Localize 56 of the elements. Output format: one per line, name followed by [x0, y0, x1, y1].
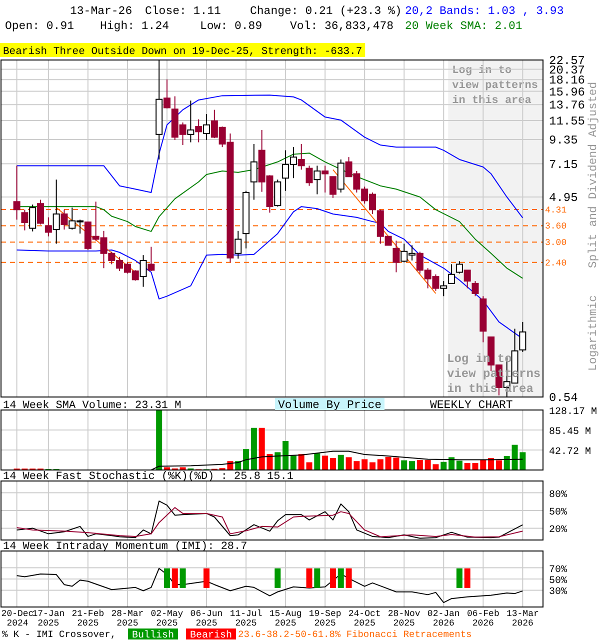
text: Open: 0.91 [5, 20, 74, 33]
y-tick-label: 42.72 M [549, 447, 592, 458]
y-tick-label: 9.35 [549, 134, 578, 148]
chart-title: 14 Week SMA Volume: 23.31 M [3, 400, 182, 412]
chart-title: 14 Week Fast Stochastic (%K)(%D) : 25.8 15.1 [3, 471, 294, 483]
text: 20 Week SMA: 2.01 [405, 20, 522, 33]
ref-line-label: 4.31 [545, 205, 567, 216]
annotation: Volume By Price [278, 399, 382, 412]
y-tick-label: 4.95 [549, 190, 578, 205]
ref-line-label: 2.40 [545, 258, 567, 268]
x-tick-label: 15-Aug 2025 [269, 609, 302, 628]
y-tick-label: 85.45 M [549, 427, 592, 438]
x-tick-label: 17-Jan 2025 [32, 609, 65, 628]
x-tick-label: 28-Nov 2025 [388, 609, 421, 628]
y-tick-label: 0.54 [549, 391, 578, 405]
y-tick-label: 30% [549, 587, 568, 598]
y-axis-title: Split and Dividend Adjusted [587, 82, 600, 268]
y-tick-label: 80% [549, 490, 568, 501]
text: Logarithmic [587, 294, 600, 371]
x-tick-label: 06-Feb 2026 [466, 609, 500, 628]
x-tick-label: 28-Mar 2025 [111, 609, 144, 628]
y-tick-label: 128.17 M [549, 407, 598, 418]
y-tick-label: 7.15 [549, 158, 578, 172]
y-tick-label: 11.55 [549, 114, 586, 128]
x-tick-label: 19-Sep 2025 [308, 609, 342, 628]
chart-title: 14 Week Intraday Momentum (IMI): 28.7 [3, 541, 248, 553]
ref-line-label: 3.60 [545, 222, 567, 232]
text: Close: 1.11 [145, 5, 222, 18]
text: 20,2 Bands: 1.03 , 3.93 [405, 5, 564, 18]
x-tick-label: 02-May 2025 [150, 609, 184, 628]
text: Low: 0.89 [200, 20, 262, 33]
x-tick-label: 11-Jul 2025 [230, 609, 262, 628]
chart-subtitle: Bearish Three Outside Down on 19-Dec-25, Strength: -633.7 [3, 46, 362, 58]
text: Bullish [132, 630, 174, 640]
x-tick-label: 06-Jun 2025 [190, 609, 223, 628]
text: High: 1.24 [100, 20, 170, 33]
ref-line-label: 3.00 [545, 238, 567, 248]
y-tick-label: 20% [549, 525, 568, 536]
y-tick-label: 50% [549, 508, 568, 518]
text: Change: 0.21 (+23.3 %) [250, 5, 402, 18]
y-tick-label: 15.96 [549, 85, 586, 100]
x-tick-label: 02-Jan 2026 [427, 609, 460, 628]
y-tick-label: 70% [549, 564, 568, 576]
y-tick-label: 50% [549, 576, 568, 587]
x-tick-label: 24-Oct 2025 [348, 609, 381, 628]
text: % K - IMI Crossover, [2, 629, 116, 640]
x-tick-label: 21-Feb 2025 [72, 609, 104, 628]
text: 13-Mar-26 [70, 5, 132, 18]
y-tick-label: 18.16 [549, 74, 586, 88]
text: Vol: 36,833,478 [290, 20, 394, 33]
text: 23.6-38.2-50-61.8% Fibonacci Retracements [238, 629, 472, 640]
text: Bearish [190, 630, 232, 640]
x-tick-label: 13-Mar 2026 [506, 609, 539, 628]
y-tick-label: 13.76 [549, 98, 586, 113]
annotation: WEEKLY CHART [430, 399, 513, 412]
x-tick-label: 20-Dec 2024 [1, 609, 34, 628]
